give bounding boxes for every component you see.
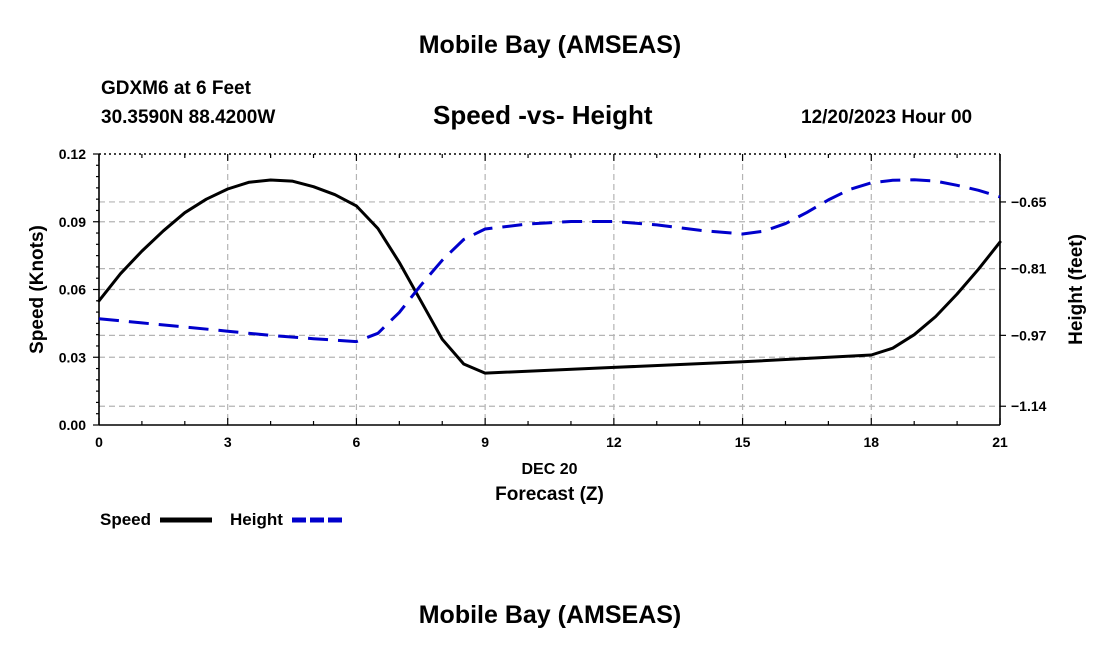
x-tick-label: 9 bbox=[481, 434, 489, 450]
x-date-label: DEC 20 bbox=[521, 461, 577, 478]
y2-tick-label: −0.65 bbox=[1011, 194, 1047, 210]
x-tick-label: 12 bbox=[606, 434, 622, 450]
y-tick-label: 0.12 bbox=[59, 146, 86, 162]
y2-tick-label: −1.14 bbox=[1011, 398, 1047, 414]
coordinates-label: 30.3590N 88.4200W bbox=[101, 107, 276, 128]
y-axis-label: Speed (Knots) bbox=[27, 225, 48, 354]
x-tick-label: 15 bbox=[735, 434, 751, 450]
y2-tick-label: −0.81 bbox=[1011, 261, 1047, 277]
y2-axis-label: Height (feet) bbox=[1066, 234, 1087, 345]
x-tick-label: 0 bbox=[95, 434, 103, 450]
series-line-height bbox=[98, 178, 1001, 344]
y-tick-label: 0.03 bbox=[59, 349, 86, 365]
chart-footer-title: Mobile Bay (AMSEAS) bbox=[418, 601, 682, 629]
x-tick-label: 21 bbox=[992, 434, 1008, 450]
forecast-datetime: 12/20/2023 Hour 00 bbox=[801, 107, 973, 128]
x-tick-label: 6 bbox=[353, 434, 361, 450]
y-tick-label: 0.06 bbox=[59, 282, 86, 298]
station-label: GDXM6 at 6 Feet bbox=[101, 78, 251, 99]
series-line-speed bbox=[97, 178, 1002, 375]
x-tick-label: 3 bbox=[224, 434, 232, 450]
x-tick-label: 18 bbox=[863, 434, 879, 450]
x-axis-label: Forecast (Z) bbox=[495, 484, 604, 505]
chart-subtitle: Speed -vs- Height bbox=[433, 100, 653, 130]
legend-label-height: Height bbox=[230, 510, 283, 529]
chart-main-title: Mobile Bay (AMSEAS) bbox=[418, 31, 682, 59]
y-tick-label: 0.00 bbox=[59, 417, 86, 433]
y2-tick-label: −0.97 bbox=[1011, 327, 1047, 343]
y-tick-label: 0.09 bbox=[59, 214, 86, 230]
legend-label-speed: Speed bbox=[100, 510, 151, 529]
